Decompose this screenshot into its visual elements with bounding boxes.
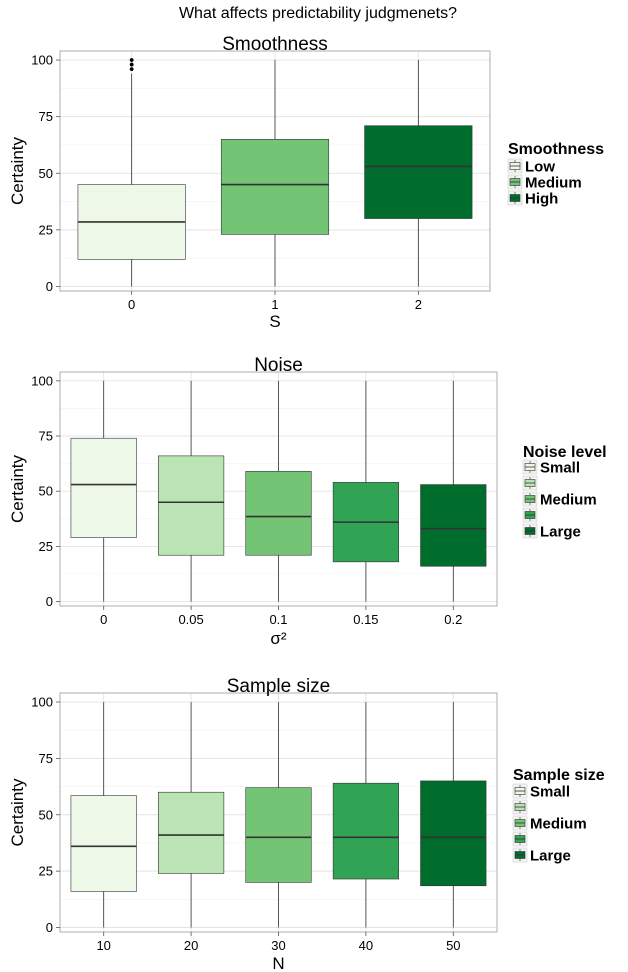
box-40 <box>332 702 399 928</box>
x-tick-label: 0.1 <box>269 612 287 627</box>
legend-entry <box>522 507 538 523</box>
chart-title: Noise <box>254 355 303 376</box>
box-0.05 <box>158 380 225 602</box>
x-tick-label: 0.2 <box>444 612 462 627</box>
legend-label: Medium <box>525 175 582 192</box>
x-tick-label: 20 <box>184 938 198 953</box>
x-tick-label: 50 <box>446 938 460 953</box>
y-tick-label: 75 <box>39 429 53 444</box>
x-tick-label: 0.15 <box>353 612 378 627</box>
y-tick-label: 0 <box>46 279 53 294</box>
box-0.15 <box>332 380 399 602</box>
box-rect <box>332 782 399 880</box>
chart-title: Smoothness <box>222 34 328 55</box>
y-tick-label: 25 <box>39 864 53 879</box>
y-tick-label: 100 <box>31 373 53 388</box>
outlier-point <box>129 58 134 62</box>
y-tick-label: 50 <box>39 807 53 822</box>
box-20 <box>158 702 225 928</box>
x-tick-label: 0 <box>100 612 107 627</box>
legend-title: Noise level <box>523 444 607 461</box>
legend-label: Small <box>540 460 580 477</box>
legend-label: High <box>525 191 558 208</box>
y-tick-label: 100 <box>31 695 53 710</box>
y-tick-label: 75 <box>39 109 53 124</box>
panel-2: 0 25 50 75 100 0 0.05 0.1 0.15 0.2 Noise σ² Certaint… <box>8 355 607 648</box>
x-tick-label: 0 <box>128 297 135 312</box>
box-0 <box>77 58 186 287</box>
legend-label: Medium <box>540 492 597 509</box>
x-tick-label: 10 <box>96 938 110 953</box>
legend-entry: Medium <box>507 175 582 192</box>
outlier-point <box>129 62 134 67</box>
y-tick-label: 50 <box>39 166 53 181</box>
box-50 <box>420 702 487 928</box>
legend-entry: High <box>507 191 558 208</box>
figure-title: What affects predictability judgmenets? <box>179 5 457 22</box>
x-tick-label: 2 <box>415 297 422 312</box>
legend-title: Sample size <box>513 767 605 784</box>
box-2 <box>364 60 473 287</box>
legend-label: Small <box>530 784 570 801</box>
box-rect <box>364 125 473 219</box>
x-axis-label: N <box>272 954 284 972</box>
box-0.1 <box>245 380 312 602</box>
box-rect <box>245 787 312 883</box>
legend-entry: Low <box>507 159 555 176</box>
y-tick-label: 25 <box>39 539 53 554</box>
legend-label: Medium <box>530 816 587 833</box>
box-rect <box>220 139 330 235</box>
legend-entry <box>512 799 528 815</box>
legend-entry <box>522 475 538 491</box>
legend-entry: Medium <box>512 816 587 833</box>
y-axis-label: Certainty <box>8 778 27 847</box>
legend-label: Large <box>530 848 571 865</box>
x-tick-label: 40 <box>359 938 373 953</box>
legend-entry <box>512 831 528 847</box>
chart-title: Sample size <box>227 676 331 697</box>
y-axis-label: Certainty <box>8 454 27 523</box>
legend-label: Low <box>525 159 555 176</box>
box-rect <box>158 791 225 874</box>
y-tick-label: 50 <box>39 484 53 499</box>
panel-1: 0 25 50 75 100 0 1 2 Smoothness S Certainty Smoothn… <box>8 34 604 331</box>
box-30 <box>245 702 312 928</box>
x-tick-label: 30 <box>271 938 285 953</box>
x-tick-label: 0.05 <box>178 612 203 627</box>
legend-entry: Small <box>522 460 580 477</box>
y-tick-label: 100 <box>31 53 53 68</box>
box-0.2 <box>420 380 487 602</box>
y-tick-label: 0 <box>46 594 53 609</box>
box-0 <box>70 380 137 602</box>
y-tick-label: 75 <box>39 751 53 766</box>
y-tick-label: 0 <box>46 920 53 935</box>
outlier-point <box>129 67 134 72</box>
legend-title: Smoothness <box>508 141 604 158</box>
box-rect <box>70 795 137 892</box>
box-1 <box>220 60 330 287</box>
x-tick-label: 1 <box>271 297 278 312</box>
box-rect <box>245 471 312 556</box>
box-10 <box>70 702 137 928</box>
box-rect <box>158 455 225 556</box>
legend-entry: Small <box>512 784 570 801</box>
legend-entry: Large <box>512 848 571 865</box>
y-tick-label: 25 <box>39 222 53 237</box>
box-rect <box>420 484 487 567</box>
legend-entry: Medium <box>522 492 597 509</box>
box-rect <box>70 437 137 538</box>
x-axis-label: σ² <box>270 629 286 648</box>
x-axis-label: S <box>269 312 280 331</box>
panel-3: 0 25 50 75 100 10 20 30 40 50 Sample size N Certaint… <box>8 676 605 972</box>
legend-entry: Large <box>522 524 581 541</box>
y-axis-label: Certainty <box>8 136 27 205</box>
legend-label: Large <box>540 524 581 541</box>
box-rect <box>420 780 487 887</box>
